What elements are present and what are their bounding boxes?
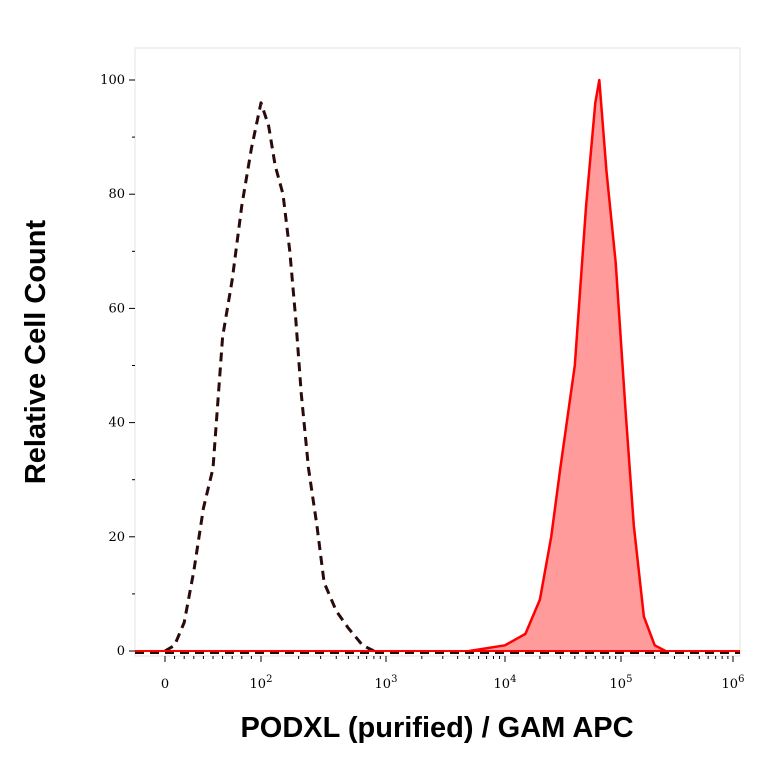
x-tick-label: 106 xyxy=(722,674,745,692)
plot-frame xyxy=(134,47,741,657)
x-tick-label: 103 xyxy=(375,674,398,692)
series-1-area xyxy=(469,80,666,651)
axes-layer: 0 20 40 60 80 100 0 102 103 104 105 106 xyxy=(100,73,744,692)
x-tick-label: 102 xyxy=(250,674,273,692)
series-1-line xyxy=(469,78,667,653)
series-layer xyxy=(135,78,740,654)
y-tick-label: 80 xyxy=(108,187,125,202)
x-tick-label: 0 xyxy=(161,677,169,692)
y-tick-label: 0 xyxy=(117,644,125,659)
x-axis-title: PODXL (purified) / GAM APC xyxy=(240,712,633,744)
y-tick-label: 40 xyxy=(108,416,125,431)
y-tick-label: 100 xyxy=(100,73,125,88)
x-tick-label: 104 xyxy=(494,674,517,692)
y-axis-title: Relative Cell Count xyxy=(20,220,52,485)
x-tick-label: 105 xyxy=(610,674,633,692)
y-tick-label: 60 xyxy=(108,301,125,316)
y-tick-label: 20 xyxy=(108,530,125,545)
series-0-line xyxy=(164,101,375,653)
